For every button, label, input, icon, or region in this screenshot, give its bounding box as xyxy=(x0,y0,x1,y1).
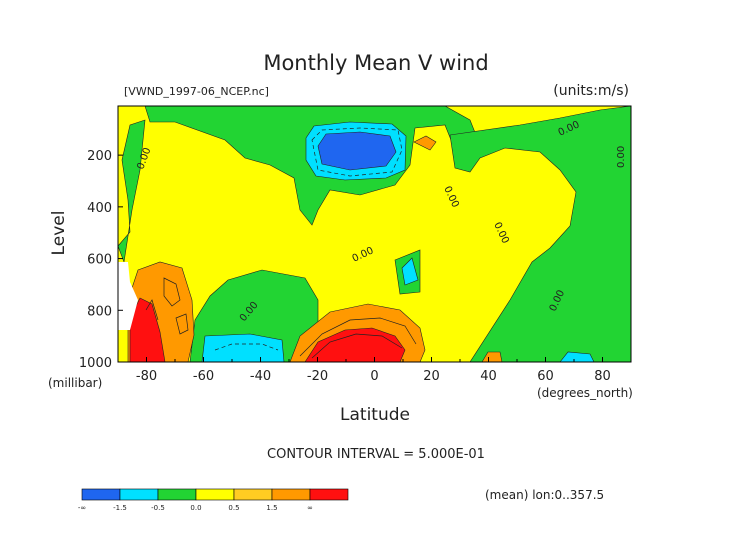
legend-label-0: -∞ xyxy=(78,504,86,512)
contour-label-0-g: 0.00 xyxy=(616,146,627,168)
region-cyan-lowlevel-south xyxy=(201,333,285,362)
chart-title: Monthly Mean V wind xyxy=(263,51,488,75)
legend-swatch-3 xyxy=(195,488,235,501)
y-axis: 200 400 600 800 1000 xyxy=(79,149,123,371)
legend-swatch-0 xyxy=(81,488,121,501)
x-tick-label-3: -20 xyxy=(307,369,328,384)
legend-swatch-2 xyxy=(157,488,197,501)
y-tick-label-0: 200 xyxy=(87,149,112,164)
contour-positive-5 xyxy=(145,299,159,321)
x-tick-label-5: 20 xyxy=(423,369,440,384)
x-axis-label: Latitude xyxy=(340,405,410,425)
y-axis-units: (millibar) xyxy=(48,376,102,390)
x-tick-label-6: 40 xyxy=(480,369,497,384)
contour-negative-2 xyxy=(214,343,279,351)
region-green-left-strip xyxy=(118,119,146,264)
region-orange-small-lower xyxy=(481,351,503,362)
legend-label-4: 0.5 xyxy=(228,504,239,512)
color-legend: -∞ -1.5 -0.5 0.0 0.5 1.5 ∞ xyxy=(78,488,349,512)
x-tick-label-1: -60 xyxy=(193,369,214,384)
legend-label-1: -1.5 xyxy=(113,504,127,512)
region-cyan-midlevel-patch xyxy=(401,257,419,286)
contour-interval: CONTOUR INTERVAL = 5.000E-01 xyxy=(267,447,485,462)
contour-positive-2 xyxy=(311,333,403,359)
plot-area xyxy=(118,106,631,362)
region-cyan-lowlevel-north xyxy=(559,351,595,362)
x-tick-label-0: -80 xyxy=(136,369,157,384)
legend-label-6: ∞ xyxy=(307,504,313,512)
contour-positive-1 xyxy=(299,317,417,357)
legend-swatch-4 xyxy=(233,488,273,501)
x-tick-label-4: 0 xyxy=(370,369,378,384)
region-missing-data xyxy=(118,262,138,330)
legend-swatch-6 xyxy=(309,488,349,501)
legend-label-5: 1.5 xyxy=(266,504,277,512)
y-tick-label-3: 800 xyxy=(87,304,112,319)
x-tick-label-2: -40 xyxy=(250,369,271,384)
region-blue-upper-core xyxy=(317,131,397,171)
region-red-subtropical xyxy=(304,327,406,362)
x-tick-label-7: 60 xyxy=(537,369,554,384)
legend-label-2: -0.5 xyxy=(151,504,165,512)
legend-swatch-5 xyxy=(271,488,311,501)
x-axis-units: (degrees_north) xyxy=(537,386,633,400)
footer-note: (mean) lon:0..357.5 xyxy=(485,488,604,502)
legend-swatch-1 xyxy=(119,488,159,501)
y-axis-label: Level xyxy=(49,211,69,256)
region-orange-small-upper xyxy=(413,135,437,151)
y-tick-label-2: 600 xyxy=(87,253,112,268)
y-tick-label-1: 400 xyxy=(87,201,112,216)
units-label: (units:m/s) xyxy=(553,83,629,99)
y-tick-label-4: 1000 xyxy=(79,356,112,371)
region-green-northern xyxy=(449,106,631,362)
x-tick-label-8: 80 xyxy=(594,369,611,384)
legend-label-3: 0.0 xyxy=(190,504,201,512)
contour-positive-4 xyxy=(175,313,189,335)
dataset-label: [VWND_1997-06_NCEP.nc] xyxy=(124,85,269,98)
contour-negative-1 xyxy=(311,127,403,177)
contour-positive-3 xyxy=(163,277,181,307)
region-red-south-polar xyxy=(129,297,166,362)
x-axis: -80 -60 -40 -20 0 20 40 60 80 xyxy=(117,357,632,384)
